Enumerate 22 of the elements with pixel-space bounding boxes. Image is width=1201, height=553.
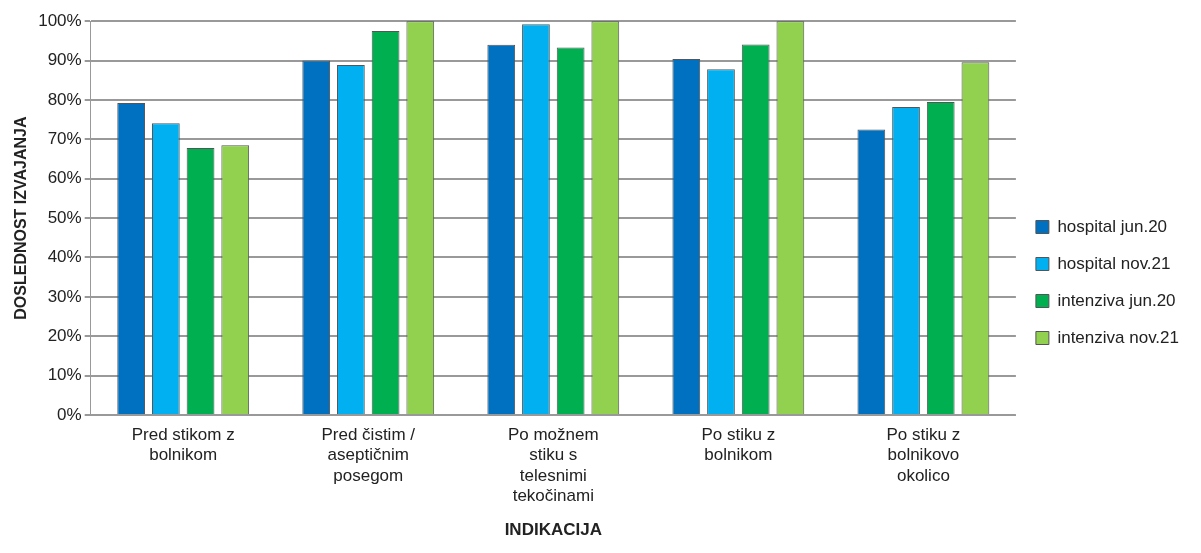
x-tick-label: Po možnem stiku s telesnimi tekočinami bbox=[507, 424, 599, 506]
y-tick-label: 90% bbox=[47, 50, 82, 70]
legend-label: intenziva jun.20 bbox=[1057, 290, 1176, 310]
x-tick-label: Pred stikom z bolnikom bbox=[131, 424, 235, 465]
legend-label: hospital jun.20 bbox=[1057, 216, 1168, 236]
x-tick-label: Po stiku z bolnikovo okolico bbox=[886, 424, 961, 485]
y-tick-label: 0% bbox=[57, 404, 82, 424]
legend-label: hospital nov.21 bbox=[1057, 253, 1171, 273]
y-tick-label: 50% bbox=[47, 207, 82, 227]
y-tick-label: 70% bbox=[47, 129, 82, 149]
y-tick-label: 30% bbox=[47, 286, 82, 306]
y-tick-label: 40% bbox=[47, 247, 82, 267]
legend-label: intenziva nov.21 bbox=[1057, 327, 1180, 347]
x-axis-title: INDIKACIJA bbox=[504, 520, 602, 540]
x-tick-label: Po stiku z bolnikom bbox=[701, 424, 776, 465]
y-tick-label: 10% bbox=[47, 365, 82, 385]
y-tick-label: 100% bbox=[38, 10, 82, 30]
y-tick-label: 80% bbox=[47, 89, 82, 109]
y-axis-title: DOSLEDNOST IZVAJANJA bbox=[12, 116, 30, 320]
y-tick-label: 60% bbox=[47, 168, 82, 188]
y-tick-label: 20% bbox=[47, 325, 82, 345]
x-tick-label: Pred čistim / aseptičnim posegom bbox=[321, 424, 416, 485]
